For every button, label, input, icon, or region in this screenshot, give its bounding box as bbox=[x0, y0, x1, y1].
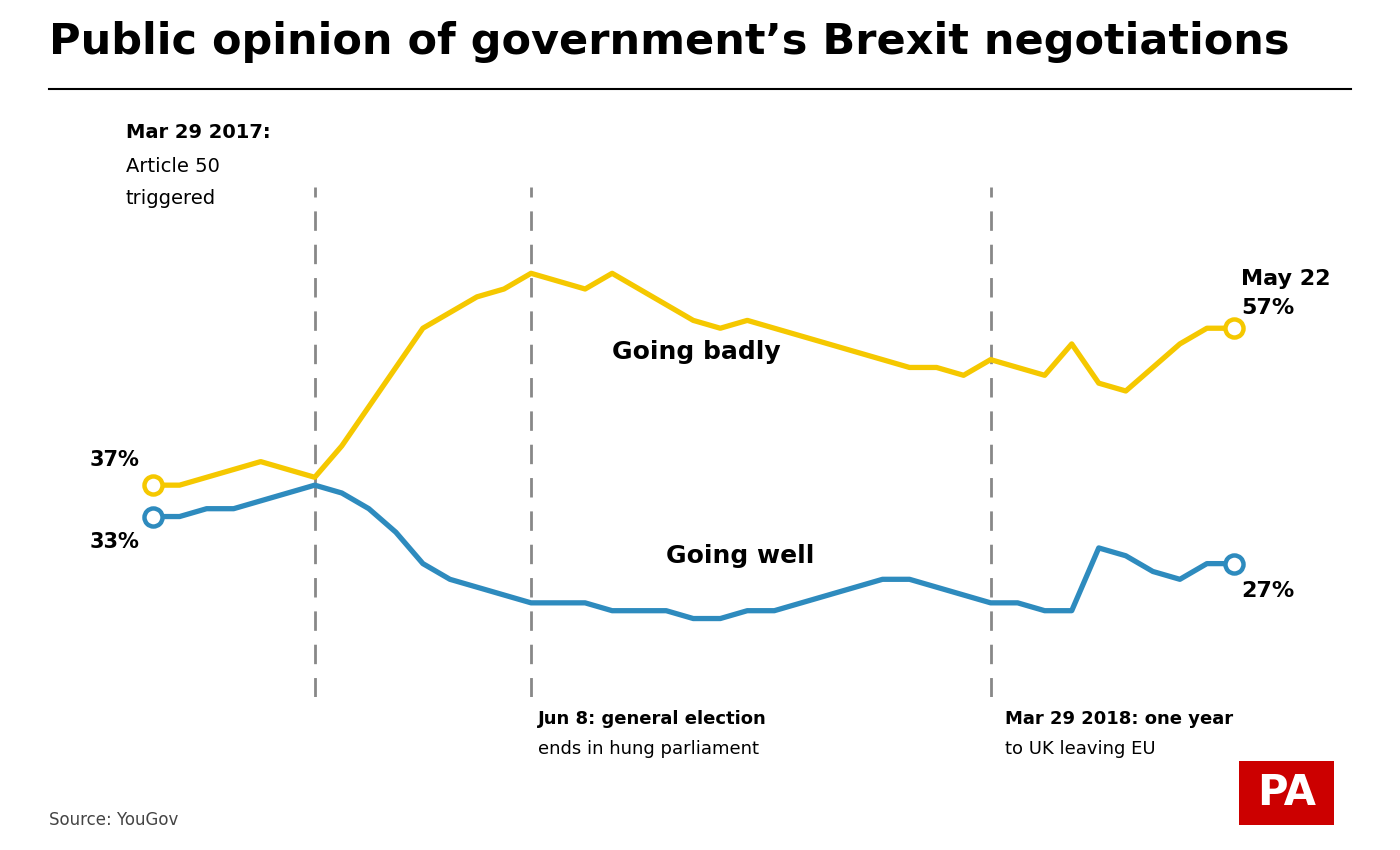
Text: Going well: Going well bbox=[666, 544, 815, 568]
Text: Article 50: Article 50 bbox=[126, 157, 220, 176]
Text: 33%: 33% bbox=[90, 532, 140, 552]
Text: May 22: May 22 bbox=[1240, 269, 1330, 289]
Text: Jun 8: general election: Jun 8: general election bbox=[538, 710, 767, 728]
Text: 37%: 37% bbox=[90, 450, 140, 470]
Text: Mar 29 2017:: Mar 29 2017: bbox=[126, 123, 270, 142]
Text: Going badly: Going badly bbox=[612, 340, 781, 364]
Text: to UK leaving EU: to UK leaving EU bbox=[1005, 740, 1155, 757]
Text: triggered: triggered bbox=[126, 189, 216, 207]
Text: ends in hung parliament: ends in hung parliament bbox=[538, 740, 759, 757]
Text: PA: PA bbox=[1257, 772, 1316, 813]
Text: Source: YouGov: Source: YouGov bbox=[49, 811, 178, 829]
Text: Public opinion of government’s Brexit negotiations: Public opinion of government’s Brexit ne… bbox=[49, 21, 1289, 63]
Text: 27%: 27% bbox=[1240, 581, 1294, 601]
Text: 57%: 57% bbox=[1240, 298, 1294, 319]
Text: Mar 29 2018: one year: Mar 29 2018: one year bbox=[1005, 710, 1233, 728]
